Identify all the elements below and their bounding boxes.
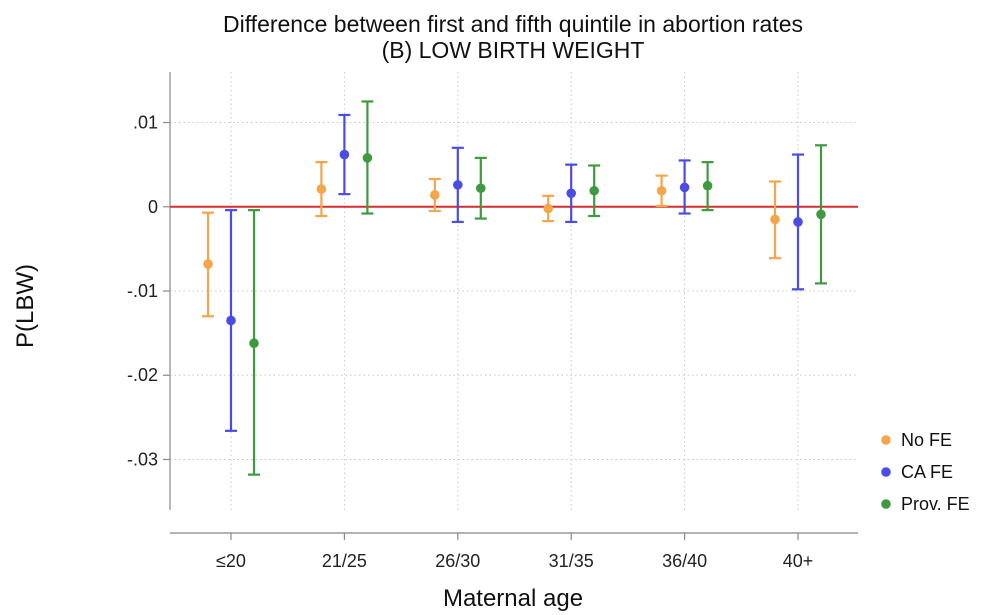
y-tick-label: 0 bbox=[148, 197, 158, 217]
x-tick-label: 40+ bbox=[783, 551, 814, 571]
data-point bbox=[453, 180, 463, 190]
x-tick-label: 31/35 bbox=[549, 551, 594, 571]
legend-marker bbox=[881, 499, 891, 509]
legend-label: No FE bbox=[901, 430, 952, 450]
chart-title: Difference between first and fifth quint… bbox=[223, 11, 803, 37]
data-point bbox=[566, 188, 576, 199]
x-tick-label: 21/25 bbox=[322, 551, 367, 571]
y-axis-title: P(LBW) bbox=[12, 264, 39, 348]
legend-marker bbox=[881, 467, 891, 477]
x-tick-label: 36/40 bbox=[662, 551, 707, 571]
data-point bbox=[316, 184, 327, 194]
data-point bbox=[476, 183, 486, 194]
data-point bbox=[430, 190, 440, 200]
data-point bbox=[543, 203, 553, 214]
y-tick-label: -.01 bbox=[127, 281, 158, 301]
legend: No FE CA FE Prov. FE bbox=[881, 430, 970, 514]
legend-label: Prov. FE bbox=[901, 494, 970, 514]
y-tick-label: -.02 bbox=[127, 365, 158, 385]
x-tick-label: 26/30 bbox=[435, 551, 480, 571]
data-point bbox=[362, 153, 373, 163]
data-point bbox=[679, 182, 690, 193]
data-point bbox=[339, 149, 350, 160]
data-point bbox=[816, 209, 826, 220]
x-axis-title: Maternal age bbox=[443, 585, 583, 612]
data-point bbox=[793, 217, 803, 227]
data-point bbox=[249, 338, 259, 349]
y-tick-label: -.03 bbox=[127, 449, 158, 469]
data-point bbox=[589, 185, 599, 196]
legend-label: CA FE bbox=[901, 462, 953, 482]
y-tick-label: .01 bbox=[133, 113, 158, 133]
data-point bbox=[203, 259, 213, 269]
legend-marker bbox=[881, 435, 891, 445]
data-point bbox=[656, 185, 667, 196]
data-point bbox=[702, 180, 713, 191]
data-point bbox=[770, 214, 780, 225]
marks-layer bbox=[170, 100, 858, 476]
grid-layer bbox=[170, 72, 858, 510]
axis-layer: .01 0 -.01 -.02 -.03 ≤20 21/25 26/30 31/35 36/40 4… bbox=[127, 72, 858, 571]
data-point bbox=[226, 315, 236, 326]
x-tick-label: ≤20 bbox=[216, 551, 246, 571]
chart-subtitle: (B) LOW BIRTH WEIGHT bbox=[382, 37, 645, 63]
